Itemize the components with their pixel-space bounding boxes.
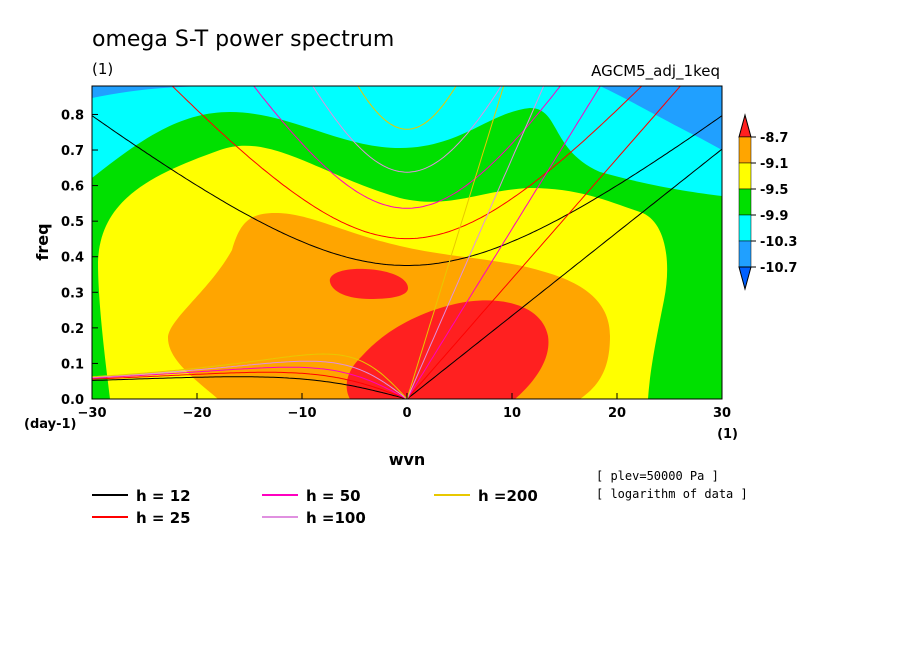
y-tick-label: 0.3 [61, 286, 84, 301]
x-tick-label: −20 [183, 406, 212, 421]
contour-plot [92, 86, 722, 399]
y-tick-label: 0.7 [61, 144, 84, 159]
x-unit-label: (1) [717, 427, 738, 442]
chart-title: omega S-T power spectrum [92, 27, 394, 52]
colorbar-max-arrow [738, 113, 752, 138]
x-tick-label: 10 [503, 406, 521, 421]
inertia-gravity-curve [253, 86, 561, 209]
chart-subtitle: (1) [92, 60, 113, 78]
legend-label: h = 50 [306, 487, 361, 505]
colorbar: -8.7 -9.1 -9.5 -9.9 -10.3 -10.7 [738, 113, 797, 291]
colorbar-label: -8.7 [760, 131, 788, 146]
x-axis-ticks: −30 −20 −10 0 10 20 30 [78, 393, 731, 421]
legend-label: h = 25 [136, 509, 191, 527]
dispersion-curves [92, 86, 722, 399]
colorbar-label: -9.9 [760, 209, 788, 224]
x-axis-label: wvn [389, 450, 426, 469]
y-tick-label: 0.2 [61, 322, 84, 337]
y-tick-label: 0.8 [61, 108, 84, 123]
colorbar-swatch [738, 188, 752, 216]
colorbar-swatch [738, 162, 752, 190]
y-tick-label: 0.5 [61, 215, 84, 230]
y-axis-label: freq [33, 223, 52, 260]
y-tick-label: 0.0 [61, 393, 84, 408]
colorbar-min-arrow [738, 266, 752, 291]
legend-label: h =200 [478, 487, 538, 505]
rossby-curve [92, 366, 408, 399]
curve-legend: h = 12 h = 25 h = 50 h =100 h =200 [92, 487, 538, 527]
y-tick-label: 0.4 [61, 251, 84, 266]
y-axis-ticks: 0.0 0.1 0.2 0.3 0.4 0.5 0.6 0.7 0.8 [61, 108, 98, 408]
rossby-curve [92, 371, 408, 399]
colorbar-label: -9.5 [760, 183, 788, 198]
kelvin-curve [406, 86, 545, 399]
colorbar-swatch [738, 136, 752, 164]
legend-label: h =100 [306, 509, 366, 527]
colorbar-label: -10.7 [760, 261, 797, 276]
colorbar-label: -9.1 [760, 157, 788, 172]
kelvin-curve [406, 86, 682, 399]
x-tick-label: 20 [608, 406, 626, 421]
legend-label: h = 12 [136, 487, 191, 505]
y-tick-label: 0.1 [61, 357, 84, 372]
dataset-label: AGCM5_adj_1keq [591, 62, 720, 81]
inertia-gravity-curve [312, 86, 502, 173]
contour-fill-level-5b [329, 268, 408, 299]
inertia-gravity-curve [357, 86, 457, 130]
y-tick-label: 0.6 [61, 180, 84, 195]
contour-fill-level-5a [346, 300, 549, 399]
x-tick-label: 0 [402, 406, 411, 421]
kelvin-curve [406, 86, 601, 399]
rossby-curve [92, 360, 408, 399]
colorbar-swatch [738, 214, 752, 242]
rossby-curve [92, 376, 408, 399]
kelvin-curve [406, 148, 722, 399]
note-log: [ logarithm of data ] [596, 487, 748, 501]
rossby-curve [92, 353, 408, 399]
inertia-gravity-curve [171, 86, 643, 240]
x-tick-label: −30 [78, 406, 107, 421]
colorbar-label: -10.3 [760, 235, 797, 250]
inertia-gravity-curve [92, 115, 722, 266]
kelvin-curve [406, 86, 505, 399]
x-tick-label: 30 [713, 406, 731, 421]
x-tick-label: −10 [288, 406, 317, 421]
y-unit-label: (day-1) [24, 417, 76, 432]
colorbar-swatch [738, 240, 752, 268]
note-plev: [ plev=50000 Pa ] [596, 469, 719, 483]
